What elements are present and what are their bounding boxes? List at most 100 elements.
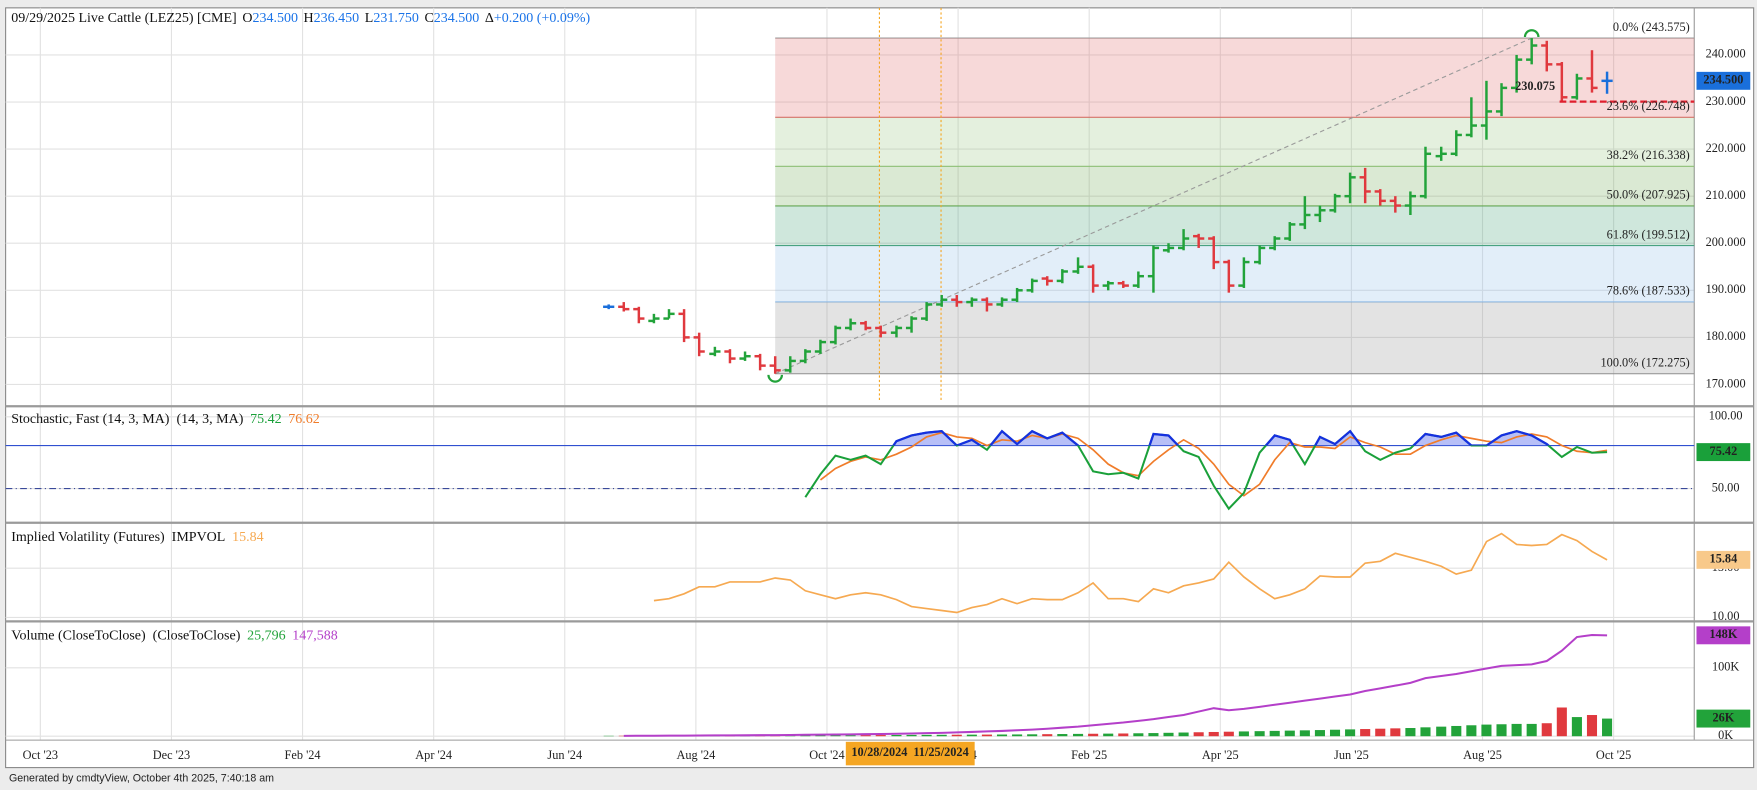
x-tick-label: Oct '23: [23, 748, 58, 762]
highlight-box: [845, 741, 975, 766]
volume-bar: [1420, 727, 1431, 737]
header-part: 147,588: [292, 629, 338, 644]
volume-bar: [1375, 728, 1386, 737]
volume-bar: [951, 734, 962, 737]
fib-label: 100.0% (172.275): [1601, 355, 1690, 369]
y-tick-label: 220.000: [1706, 141, 1746, 155]
volume-bar: [1436, 726, 1447, 737]
y-tick-label: 170.000: [1706, 376, 1746, 390]
stoch-k-upper: [892, 429, 1551, 446]
volume-bar: [906, 734, 917, 737]
mark-layer: [5, 7, 1695, 737]
x-tick-label: Oct '25: [1596, 748, 1631, 762]
stoch-d-line: [819, 431, 1608, 497]
y-tick-label: 100K: [1712, 660, 1739, 674]
y-tick-label: 210.000: [1706, 188, 1746, 202]
volume-bar: [936, 734, 947, 737]
y-tick-label: 50.00: [1712, 480, 1740, 494]
header-part: H: [304, 11, 314, 26]
y-tick-label: 200.000: [1706, 235, 1746, 249]
volume-bar: [1345, 729, 1356, 737]
volume-bar: [1481, 724, 1492, 737]
volume-bar: [1193, 732, 1204, 737]
header-part: 25,796: [247, 629, 286, 644]
iv-line: [653, 532, 1608, 614]
open-interest-line: [623, 634, 1608, 737]
volume-bar: [1118, 733, 1129, 737]
header-part: L: [365, 11, 374, 26]
volume-bar: [1556, 707, 1567, 737]
fib-zone: [775, 38, 1695, 118]
volume-bar: [800, 735, 811, 737]
volume-bar: [1602, 718, 1613, 737]
volume-bar: [1299, 730, 1310, 737]
volume-bar: [1360, 729, 1371, 737]
x-tick-label: Feb '25: [1071, 748, 1107, 762]
x-tick-label: Jun '25: [1334, 748, 1369, 762]
fib-label: 23.6% (226.748): [1607, 99, 1690, 113]
fib-label: 50.0% (207.925): [1607, 188, 1690, 202]
volume-bar: [1284, 730, 1295, 737]
header-part: 15.84: [232, 530, 264, 545]
header-part: Volume (CloseToClose) (CloseToClose): [11, 629, 240, 644]
fib-zone: [775, 301, 1695, 374]
x-tick-label: Apr '24: [415, 748, 452, 762]
volume-bar: [1571, 717, 1582, 737]
volume-bar: [1208, 731, 1219, 737]
stop-label: 230.075: [1515, 79, 1555, 93]
volume-bar: [1269, 730, 1280, 737]
fib-label: 78.6% (187.533): [1607, 284, 1690, 298]
volume-bar: [1466, 725, 1477, 737]
volume-bar: [1496, 724, 1507, 737]
panel-header: Volume (CloseToClose) (CloseToClose) 25,7…: [11, 629, 338, 644]
volume-bar: [1541, 723, 1552, 737]
volume-bar: [1405, 728, 1416, 737]
volume-bar: [891, 734, 902, 737]
panel-header: Implied Volatility (Futures) IMPVOL 15.84: [11, 530, 263, 545]
x-tick-label: Jun '24: [547, 748, 582, 762]
volume-bar: [966, 734, 977, 737]
footer: Generated by cmdtyView, October 4th 2025…: [9, 773, 274, 785]
x-tick-label: Dec '23: [153, 748, 190, 762]
volume-bar: [1390, 728, 1401, 737]
y-tick-label: 230.000: [1706, 94, 1746, 108]
value-box-label: 15.84: [1710, 552, 1738, 566]
x-tick-label: Oct '24: [809, 748, 844, 762]
volume-bar: [1148, 733, 1159, 737]
header-part: 236.450: [314, 11, 360, 26]
volume-bar: [1526, 723, 1537, 737]
header-part: O: [242, 11, 252, 26]
value-box: [1696, 443, 1751, 462]
zone-layer: [775, 37, 1695, 375]
fib-zone: [775, 205, 1695, 246]
fib-zone: [775, 166, 1695, 206]
volume-bar: [996, 734, 1008, 737]
y-tick-label: 10.00: [1712, 609, 1740, 623]
volume-bar: [981, 734, 992, 737]
volume-bar: [1088, 733, 1099, 737]
x-tick-label: Apr '25: [1202, 748, 1239, 762]
volume-bar: [921, 734, 932, 737]
value-box: [1696, 71, 1751, 90]
volume-bar: [860, 735, 871, 737]
y-tick-label: 0K: [1718, 728, 1733, 742]
fib-zone: [775, 245, 1695, 302]
volume-bar: [845, 735, 856, 737]
header-part: 09/29/2025 Live Cattle (LEZ25) [CME]: [11, 11, 237, 26]
value-box-label: 75.42: [1710, 444, 1738, 458]
header-part: 76.62: [288, 412, 320, 427]
volume-bar: [815, 735, 826, 737]
volume-bar: [1223, 731, 1234, 737]
header-part: 231.750: [373, 11, 419, 26]
volume-bar: [1027, 734, 1038, 737]
header-part: 75.42: [250, 412, 282, 427]
y-tick-label: 240.000: [1706, 47, 1746, 61]
value-box: [1696, 709, 1751, 728]
header-part: Implied Volatility (Futures) IMPVOL: [11, 530, 225, 545]
header-part: Stochastic, Fast (14, 3, MA) (14, 3, MA): [11, 412, 243, 427]
volume-bar: [1451, 725, 1462, 737]
y-tick-label: 180.000: [1706, 329, 1746, 343]
fib-label: 61.8% (199.512): [1607, 227, 1690, 241]
volume-bar: [1329, 729, 1341, 737]
volume-bar: [830, 735, 841, 737]
